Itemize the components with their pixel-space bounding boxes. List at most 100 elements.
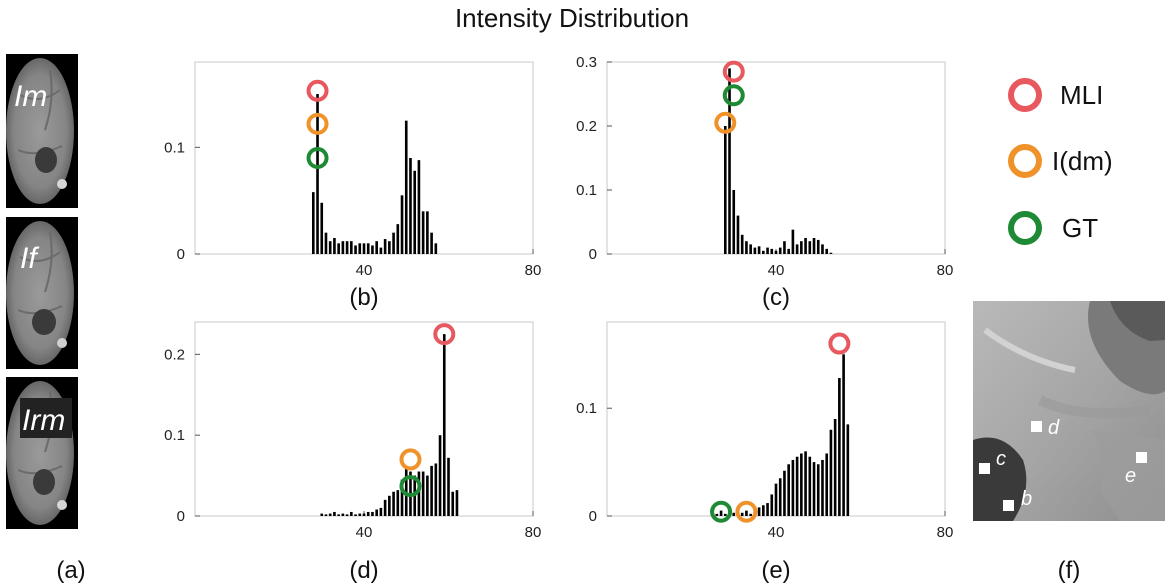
legend: MLI I(dm) GT — [1008, 78, 1113, 245]
bar — [723, 513, 727, 516]
x-tick-label: 40 — [356, 262, 373, 279]
bar — [833, 419, 837, 516]
chart-caption: (b) — [349, 284, 378, 311]
bar — [795, 244, 799, 254]
bar — [749, 513, 752, 516]
marker-mli — [433, 323, 456, 346]
bar — [774, 250, 778, 254]
bar — [345, 241, 349, 254]
x-tick-label: 80 — [937, 524, 954, 541]
point-marker-b — [1003, 500, 1014, 511]
marker-idm — [714, 111, 737, 134]
bar — [808, 456, 812, 516]
bar — [388, 241, 391, 254]
bar — [774, 483, 778, 516]
bar — [762, 250, 765, 254]
bar — [328, 513, 332, 516]
bar — [821, 459, 824, 516]
brain-image-if: If — [6, 217, 78, 369]
bar — [371, 245, 374, 254]
bar — [417, 471, 421, 516]
bar — [375, 241, 378, 254]
bar — [808, 241, 812, 254]
bar — [362, 513, 366, 516]
bar — [745, 241, 748, 254]
marker-mli — [828, 332, 851, 355]
bar — [320, 513, 324, 516]
bar — [341, 241, 345, 254]
legend-marker-idm — [1008, 144, 1042, 178]
bar — [451, 491, 455, 516]
bar — [354, 514, 357, 516]
point-marker-c — [979, 463, 990, 474]
bar — [447, 457, 450, 516]
bar — [383, 499, 387, 516]
point-marker-d — [1031, 421, 1042, 432]
y-tick-label: 0 — [589, 246, 597, 263]
y-tick-label: 0.2 — [164, 346, 185, 363]
bar — [770, 494, 774, 516]
point-label-b: b — [1021, 488, 1032, 510]
bar — [778, 247, 782, 254]
y-tick-label: 0.1 — [576, 400, 597, 417]
legend-item-mli: MLI — [1008, 78, 1103, 112]
bar — [430, 465, 433, 516]
bar — [316, 94, 319, 254]
plot-area — [194, 321, 534, 517]
bar — [723, 126, 727, 254]
bar — [345, 514, 349, 516]
bar — [825, 248, 829, 254]
legend-item-gt: GT — [1008, 211, 1098, 245]
bar — [371, 511, 374, 516]
plot-area — [606, 61, 946, 255]
marker-idm — [735, 500, 758, 523]
bar — [732, 512, 736, 516]
bar — [324, 232, 328, 254]
bar — [392, 232, 395, 254]
chart-caption: (e) — [761, 557, 790, 584]
bar — [783, 241, 786, 254]
bar — [396, 224, 400, 254]
bar — [766, 503, 769, 516]
zoom-patch-image — [973, 301, 1165, 521]
marker-idm — [306, 112, 329, 135]
bar — [404, 120, 408, 255]
bar — [409, 158, 412, 254]
y-tick-label: 0 — [177, 508, 185, 525]
bar — [816, 464, 820, 516]
bar — [829, 429, 833, 516]
x-tick-label: 80 — [525, 262, 542, 279]
chart-c: 0 0.1 0.2 0.3 40 80 (c) — [576, 54, 953, 311]
bar — [719, 510, 723, 516]
marker-gt — [306, 147, 329, 169]
legend-label-mli: MLI — [1060, 80, 1103, 110]
chart-e: 0 0.1 40 80 (e) — [576, 321, 954, 584]
bar — [442, 334, 446, 516]
bar — [400, 195, 404, 254]
chart-caption: (c) — [762, 284, 790, 311]
bar — [400, 479, 404, 516]
bar — [766, 247, 769, 254]
bar — [728, 68, 731, 255]
point-label-c: c — [996, 448, 1006, 470]
marker-mli — [306, 79, 329, 102]
bar — [358, 243, 362, 254]
chart-d: 0 0.1 0.2 40 80 (d) — [164, 321, 541, 584]
bar — [358, 513, 362, 516]
bar — [800, 241, 803, 254]
panel-a: Im If Irm (a) — [6, 54, 86, 584]
bar — [757, 507, 761, 516]
bar — [838, 378, 841, 516]
bar — [770, 248, 774, 254]
bar — [421, 471, 425, 516]
bar — [383, 239, 387, 254]
y-tick-label: 0.1 — [164, 427, 185, 444]
bar — [430, 232, 433, 254]
bar — [434, 243, 438, 254]
bar — [787, 248, 790, 254]
y-tick-label: 0 — [177, 246, 185, 263]
bar — [821, 244, 824, 254]
figure-title: Intensity Distribution — [455, 3, 689, 33]
bar — [426, 211, 429, 254]
bar — [311, 192, 315, 254]
